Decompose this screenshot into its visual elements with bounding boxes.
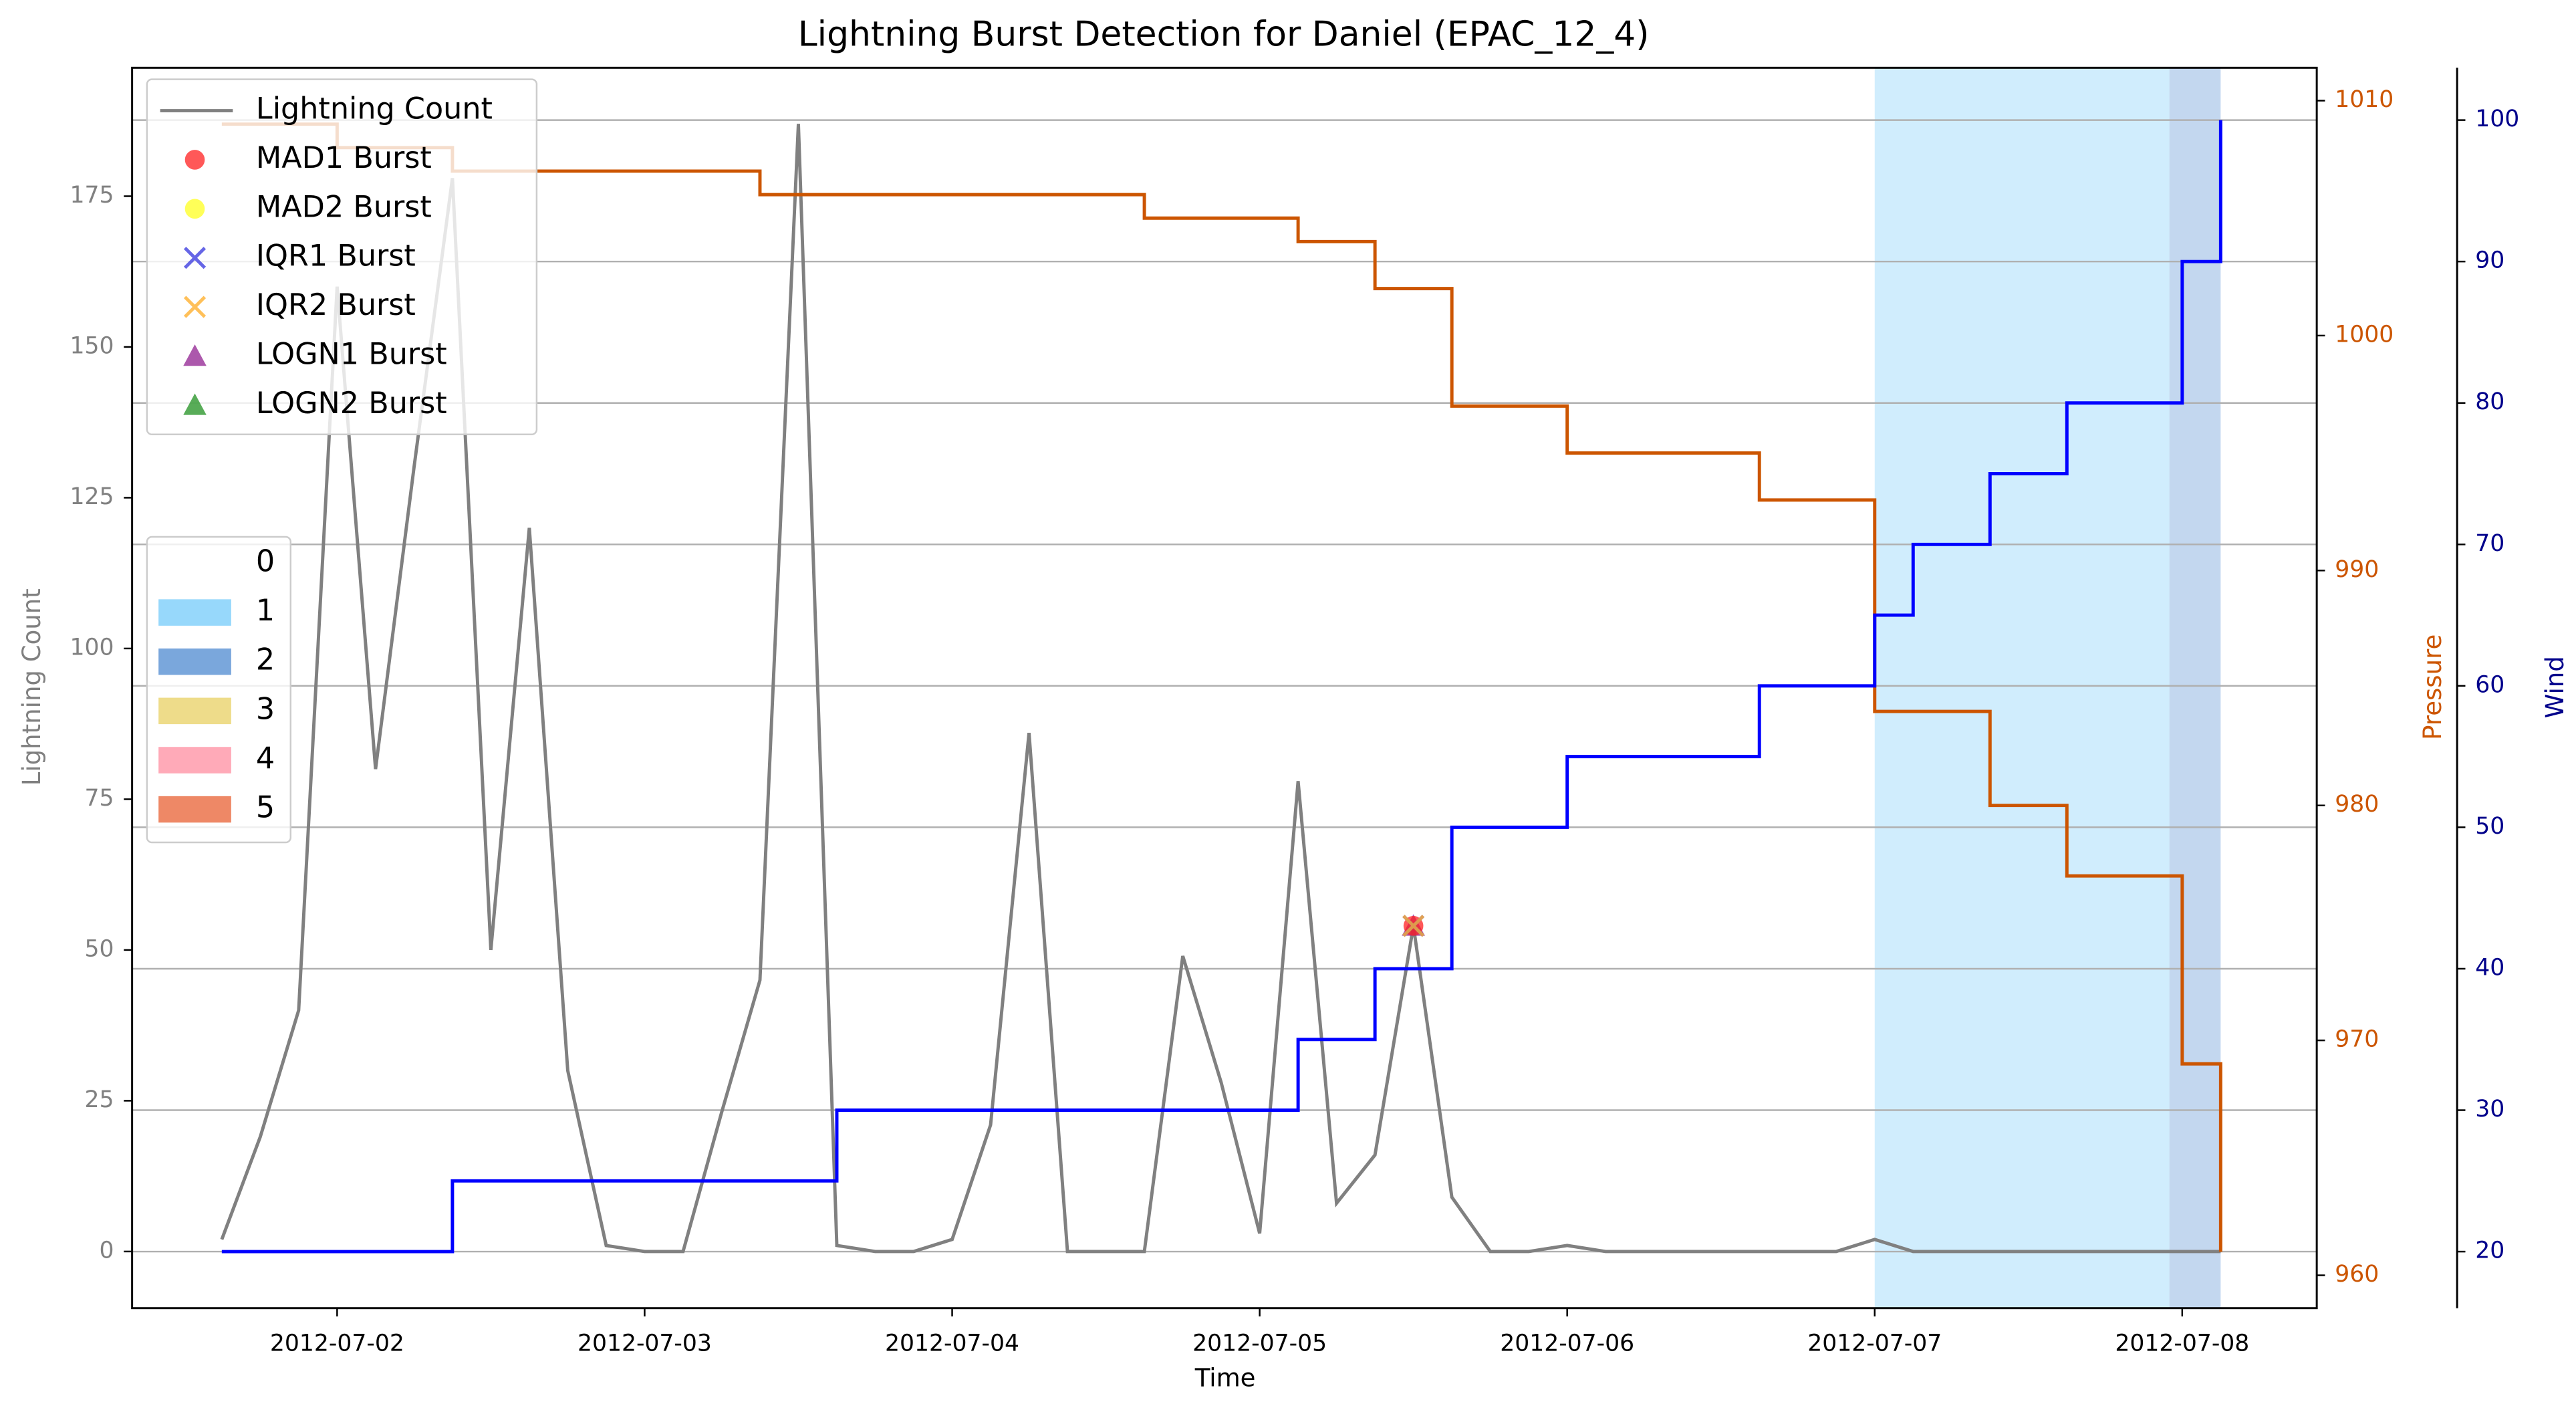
legend-label: IQR1 Burst	[256, 239, 416, 273]
y2-tick-label: 980	[2335, 791, 2379, 818]
x-tick-label: 2012-07-07	[1807, 1330, 1942, 1357]
y3-tick-label: 60	[2475, 671, 2504, 698]
y-tick-label: 0	[99, 1237, 114, 1264]
y3-tick-label: 30	[2475, 1096, 2504, 1123]
y3-tick-label: 40	[2475, 954, 2504, 981]
x-tick-label: 2012-07-04	[885, 1330, 1019, 1357]
y3-tick-label: 20	[2475, 1238, 2504, 1264]
x-tick-label: 2012-07-08	[2115, 1330, 2249, 1357]
y-tick-label: 175	[70, 182, 114, 209]
y-tick-label: 75	[84, 785, 114, 812]
y2-tick-label: 1000	[2335, 321, 2394, 348]
legend-label: MAD2 Burst	[256, 190, 432, 224]
y-tick-label: 125	[70, 483, 114, 510]
y-tick-label: 25	[84, 1086, 114, 1113]
legend-label: MAD1 Burst	[256, 141, 432, 175]
legend-patch	[158, 747, 231, 774]
legend-label: IQR2 Burst	[256, 288, 416, 322]
legend-label: Lightning Count	[256, 92, 493, 126]
legend-label: 4	[256, 741, 275, 776]
legend-patch	[158, 648, 231, 675]
x-tick-label: 2012-07-05	[1192, 1330, 1327, 1357]
legend-patch	[158, 796, 231, 823]
burst-marker	[183, 296, 207, 318]
legend-label: 5	[256, 791, 275, 825]
shaded-span	[1874, 68, 2170, 1308]
y2-tick-label: 1010	[2335, 86, 2394, 113]
legend-label: LOGN1 Burst	[256, 337, 447, 371]
x-tick-label: 2012-07-03	[577, 1330, 712, 1357]
y3-tick-label: 80	[2475, 388, 2504, 415]
y-tick-label: 150	[70, 332, 114, 359]
plot-frame	[131, 66, 2318, 1310]
burst-marker	[183, 344, 207, 366]
burst-marker	[184, 150, 205, 170]
burst-marker	[183, 393, 207, 415]
x-axis-label: Time	[1194, 1363, 1256, 1392]
legend-box	[146, 78, 538, 436]
y-axis-label: Lightning Count	[17, 588, 46, 786]
y3-tick-label: 50	[2475, 813, 2504, 840]
legend-patch	[158, 599, 231, 626]
y3-tick-label: 100	[2475, 106, 2519, 132]
burst-marker	[183, 247, 207, 269]
x-tick-label: 2012-07-06	[1500, 1330, 1634, 1357]
burst-marker	[184, 199, 205, 219]
legend-label: 0	[256, 544, 275, 578]
series-line	[220, 124, 2221, 1254]
legend-label: 2	[256, 643, 275, 677]
shaded-span	[2169, 68, 2221, 1308]
y-tick-label: 100	[70, 634, 114, 661]
y2-tick-label: 990	[2335, 556, 2379, 583]
y2-tick-label: 970	[2335, 1026, 2379, 1053]
y-tick-label: 50	[84, 935, 114, 962]
burst-marker	[1402, 915, 1425, 937]
legend-label: 3	[256, 692, 275, 726]
series-line	[221, 122, 2222, 1252]
legend-label: 1	[256, 594, 275, 628]
series-line	[221, 120, 2222, 1254]
legend-patch	[158, 697, 231, 725]
y3-axis-label: Wind	[2541, 656, 2569, 718]
x-tick-label: 2012-07-02	[270, 1330, 404, 1357]
y2-axis-label: Pressure	[2418, 634, 2447, 740]
y3-tick-label: 70	[2475, 530, 2504, 557]
y2-tick-label: 960	[2335, 1261, 2379, 1288]
y3-tick-label: 90	[2475, 247, 2504, 274]
chart-title: Lightning Burst Detection for Daniel (EP…	[798, 14, 1650, 54]
legend-label: LOGN2 Burst	[256, 386, 447, 421]
